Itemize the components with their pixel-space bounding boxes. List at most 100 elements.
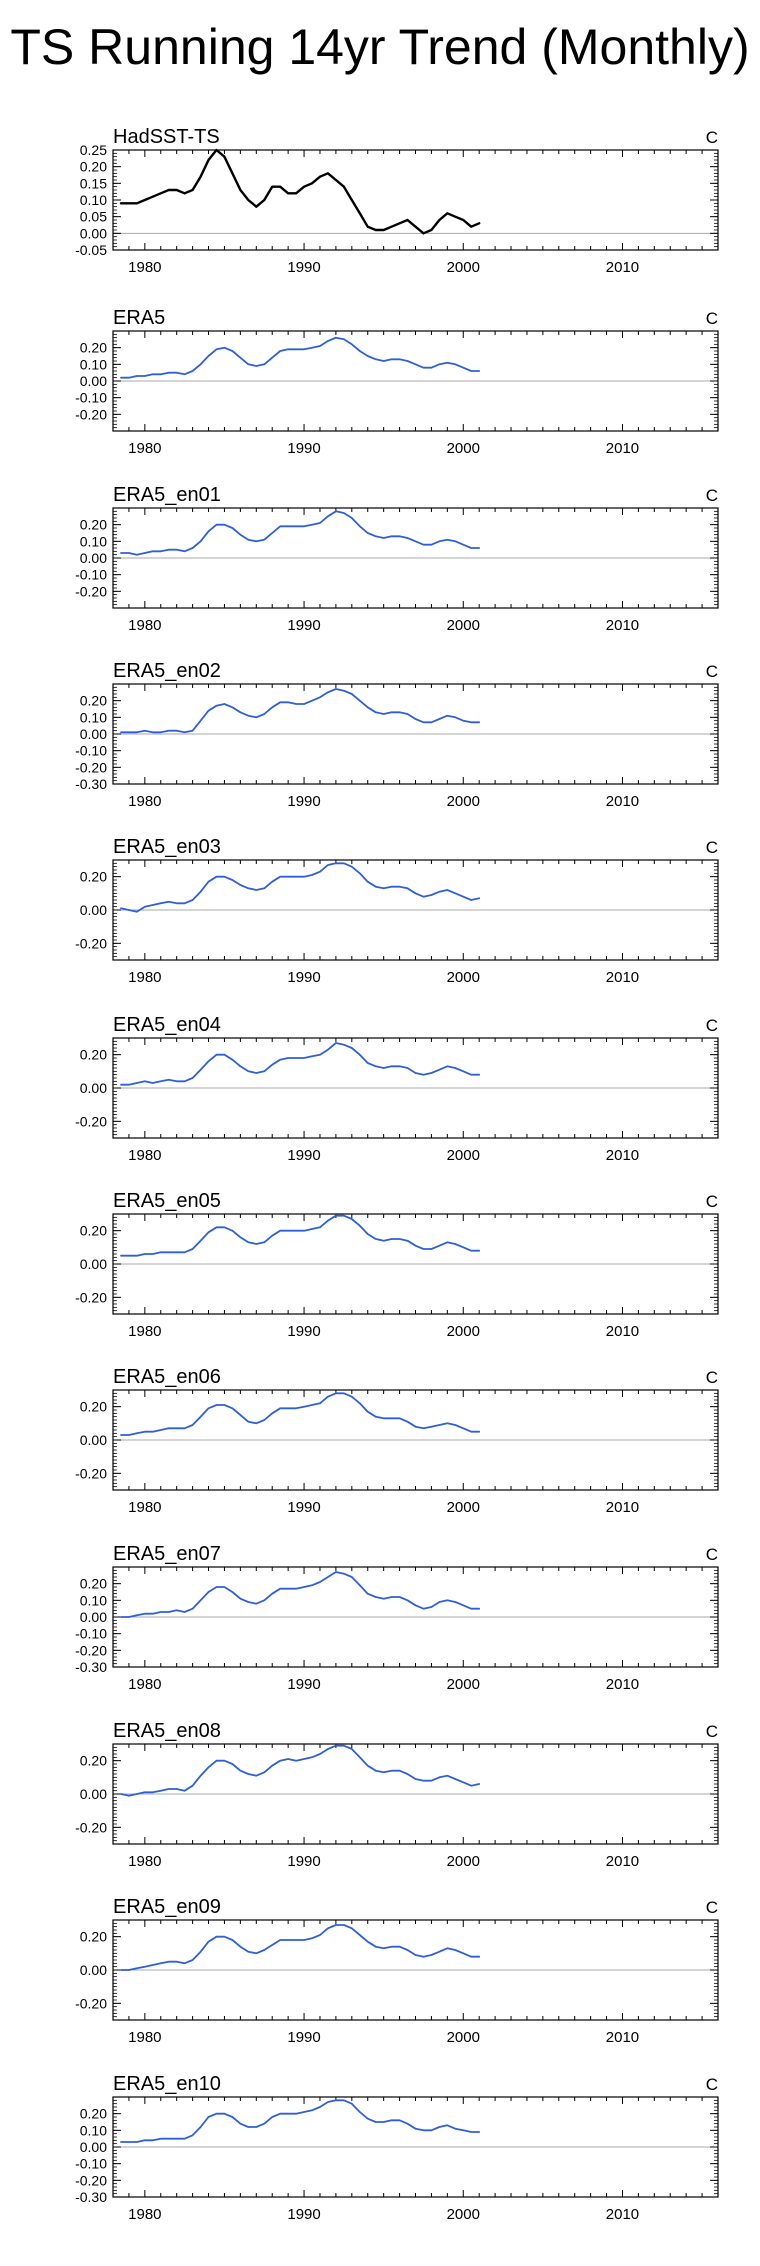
y-tick-label: 0.00: [80, 902, 107, 918]
x-tick-label: 2010: [606, 1853, 639, 1870]
x-tick-label: 2000: [447, 1323, 480, 1340]
chart-panel-ERA5_en05: ERA5_en05 C 1980 1990 2000 2010 -0.20 0.00 0.20: [75, 1190, 719, 1340]
x-tick-label: 2010: [606, 2206, 639, 2223]
x-tick-label: 1980: [128, 440, 161, 457]
y-tick-label: -0.10: [75, 390, 107, 406]
y-tick-label: -0.20: [75, 583, 107, 599]
chart-panel-ERA5: ERA5 C 1980 1990 2000 2010 -0.20-0.100.000.100…: [75, 307, 719, 457]
y-tick-label: -0.20: [75, 1465, 107, 1481]
x-tick-label: 1990: [287, 969, 320, 986]
chart-panel-ERA5_en09: ERA5_en09 C 1980 1990 2000 2010 -0.20 0.00 0.20: [75, 1896, 719, 2046]
chart-title: ERA5_en07: [113, 1543, 221, 1565]
y-tick-label: 0.00: [80, 2139, 107, 2155]
chart-panel-ERA5_en04: ERA5_en04 C 1980 1990 2000 2010 -0.20 0.00 0.20: [75, 1014, 719, 1164]
y-tick-label: 0.00: [80, 550, 107, 566]
x-tick-label: 2000: [447, 2029, 480, 2046]
y-tick-label: 0.20: [80, 1047, 107, 1063]
y-tick-label: 0.00: [80, 726, 107, 742]
y-tick-label: 0.20: [80, 1753, 107, 1769]
x-tick-label: 2010: [606, 793, 639, 810]
x-tick-label: 1990: [287, 440, 320, 457]
series-line-ERA5: [120, 336, 481, 379]
chart-title: HadSST-TS: [113, 126, 220, 148]
y-tick-label: -0.10: [75, 2156, 107, 2172]
y-tick-label: -0.20: [75, 1113, 107, 1129]
units-label: C: [706, 838, 718, 857]
x-tick-label: 2000: [447, 440, 480, 457]
y-tick-label: -0.30: [75, 2189, 107, 2205]
y-tick-label: 0.20: [80, 517, 107, 533]
x-tick-label: 1980: [128, 259, 161, 276]
x-tick-label: 1980: [128, 1676, 161, 1693]
x-tick-label: 2010: [606, 440, 639, 457]
y-tick-label: -0.20: [75, 935, 107, 951]
x-tick-label: 2010: [606, 259, 639, 276]
y-tick-label: 0.10: [80, 1592, 107, 1608]
y-tick-label: -0.10: [75, 1626, 107, 1642]
x-tick-label: 2000: [447, 1853, 480, 1870]
y-tick-label: -0.20: [75, 1289, 107, 1305]
y-tick-label: 0.20: [80, 869, 107, 885]
units-label: C: [706, 2075, 718, 2094]
chart-panel-ERA5_en03: ERA5_en03 C 1980 1990 2000 2010 -0.20 0.00 0.20: [75, 836, 719, 986]
chart-title: ERA5_en01: [113, 484, 221, 506]
series-line-ERA5_en06: [120, 1392, 481, 1436]
x-tick-label: 1990: [287, 259, 320, 276]
x-tick-label: 1980: [128, 617, 161, 634]
y-tick-label: 0.20: [80, 159, 107, 175]
y-tick-label: 0.00: [80, 1786, 107, 1802]
units-label: C: [706, 1368, 718, 1387]
units-label: C: [706, 486, 718, 505]
y-tick-label: 0.00: [80, 1609, 107, 1625]
x-tick-label: 1990: [287, 1853, 320, 1870]
x-tick-label: 2010: [606, 2029, 639, 2046]
x-tick-label: 2010: [606, 1499, 639, 1516]
x-tick-label: 1980: [128, 1323, 161, 1340]
y-tick-label: 0.20: [80, 1399, 107, 1415]
series-line-ERA5_en04: [120, 1042, 481, 1086]
y-tick-label: 0.20: [80, 1223, 107, 1239]
y-tick-label: 0.15: [80, 175, 107, 191]
x-tick-label: 1980: [128, 1499, 161, 1516]
chart-panel-ERA5_en06: ERA5_en06 C 1980 1990 2000 2010 -0.20 0.00 0.20: [75, 1366, 719, 1516]
x-tick-label: 2010: [606, 1323, 639, 1340]
x-tick-label: 2010: [606, 1676, 639, 1693]
x-tick-label: 1990: [287, 2029, 320, 2046]
x-tick-label: 2010: [606, 1147, 639, 1164]
x-tick-label: 1990: [287, 2206, 320, 2223]
x-tick-label: 1990: [287, 1676, 320, 1693]
y-tick-label: -0.20: [75, 2172, 107, 2188]
units-label: C: [706, 1016, 718, 1035]
chart-title: ERA5_en02: [113, 660, 221, 682]
x-tick-label: 2010: [606, 617, 639, 634]
units-label: C: [706, 309, 718, 328]
series-line-ERA5_en09: [120, 1924, 481, 1971]
chart-title: ERA5_en04: [113, 1014, 221, 1036]
y-tick-label: 0.20: [80, 1929, 107, 1945]
y-tick-label: 0.20: [80, 1576, 107, 1592]
units-label: C: [706, 1898, 718, 1917]
x-tick-label: 2000: [447, 969, 480, 986]
x-tick-label: 1990: [287, 1147, 320, 1164]
y-tick-label: -0.05: [75, 242, 107, 258]
chart-panel-ERA5_en01: ERA5_en01 C 1980 1990 2000 2010 -0.20-0.100.00…: [75, 484, 719, 634]
x-tick-label: 2000: [447, 2206, 480, 2223]
x-tick-label: 1980: [128, 793, 161, 810]
series-line-ERA5_en01: [120, 510, 481, 556]
x-tick-label: 2010: [606, 969, 639, 986]
y-tick-label: -0.10: [75, 567, 107, 583]
series-line-HadSST-TS: [119, 148, 481, 235]
chart-panel-ERA5_en07: ERA5_en07 C 1980 1990 2000 2010 -0.30-0.20-0.1…: [75, 1543, 719, 1693]
y-tick-label: -0.20: [75, 1995, 107, 2011]
x-tick-label: 1980: [128, 969, 161, 986]
x-tick-label: 2000: [447, 1147, 480, 1164]
y-tick-label: 0.05: [80, 209, 107, 225]
x-tick-label: 1990: [287, 1323, 320, 1340]
chart-panel-ERA5_en02: ERA5_en02 C 1980 1990 2000 2010 -0.30-0.20-0.1…: [75, 660, 719, 810]
chart-title: ERA5_en10: [113, 2073, 221, 2095]
units-label: C: [706, 662, 718, 681]
y-tick-label: -0.30: [75, 776, 107, 792]
chart-title: ERA5: [113, 307, 165, 329]
y-tick-label: 0.20: [80, 693, 107, 709]
